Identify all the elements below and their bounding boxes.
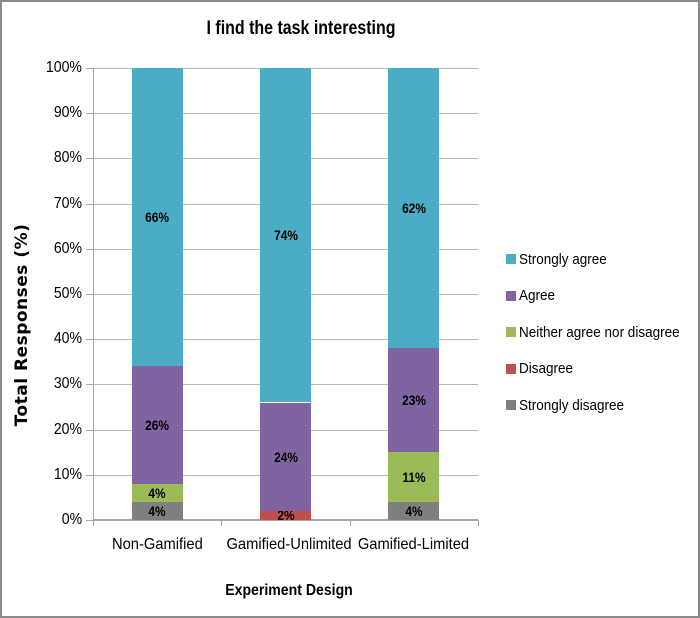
x-tick-mark	[221, 520, 223, 526]
bar-segment	[388, 348, 440, 453]
bar-segment-label: 2%	[276, 507, 295, 524]
legend-swatch-icon	[506, 290, 516, 301]
bar-segment	[131, 501, 183, 520]
chart-title: I find the task interesting	[189, 18, 414, 40]
legend-entry: Strongly disagree	[506, 396, 636, 414]
y-tick-mark	[86, 429, 93, 431]
legend-swatch-icon	[506, 254, 516, 264]
bar-segment	[131, 483, 183, 502]
y-tick-label-text: 20%	[53, 420, 82, 438]
y-tick-label-text: 30%	[53, 375, 82, 393]
y-tick-label: 90%	[30, 105, 82, 121]
y-tick-mark	[86, 203, 93, 205]
legend-swatch-icon	[506, 400, 516, 410]
bar-segment-label: 74%	[273, 227, 298, 244]
bar-segment-label: 4%	[405, 502, 423, 519]
x-category-label: Gamified-Unlimited	[221, 536, 352, 553]
x-tick-mark	[478, 520, 479, 526]
x-category-label-text: Gamified-Limited	[358, 536, 470, 553]
bar-segment-label: 4%	[148, 502, 166, 519]
y-tick-label: 80%	[30, 150, 82, 166]
y-tick-label: 50%	[30, 286, 82, 302]
y-tick-label: 20%	[30, 420, 82, 438]
y-tick-mark	[86, 339, 93, 341]
legend-label: Strongly agree	[519, 250, 607, 268]
y-tick-label: 30%	[30, 376, 82, 392]
bar-segment	[388, 452, 440, 502]
x-tick-mark	[349, 520, 351, 526]
y-tick-label-text: 60%	[53, 239, 82, 257]
chart-title-text: I find the task interesting	[206, 18, 396, 39]
y-tick-label-text: 40%	[53, 330, 82, 348]
bar-segment-label: 11%	[402, 469, 426, 486]
y-tick-mark	[86, 158, 93, 160]
bar-segment-label: 24%	[273, 448, 298, 465]
bar-segment	[388, 501, 440, 520]
x-category-label-text: Gamified-Unlimited	[226, 536, 352, 553]
bar-segment	[131, 68, 183, 367]
y-tick-label-text: 70%	[53, 194, 82, 212]
y-tick-mark	[86, 294, 93, 295]
bar-segment-label: 4%	[148, 484, 166, 501]
y-tick-label-text: 50%	[53, 285, 82, 302]
y-tick-mark	[86, 113, 93, 115]
x-tick-mark	[93, 520, 94, 526]
legend-entry: Agree	[506, 287, 559, 305]
y-tick-label: 40%	[30, 331, 82, 347]
y-tick-mark	[86, 520, 93, 521]
y-axis-line	[93, 68, 94, 520]
bar-segment	[259, 510, 312, 520]
y-tick-label: 0%	[30, 512, 82, 528]
legend-label: Agree	[519, 287, 556, 304]
bar-segment-label: 62%	[401, 200, 426, 217]
y-tick-mark	[86, 384, 93, 386]
bar-segment-label: 26%	[145, 417, 170, 434]
x-axis-title-text: Experiment Design	[225, 582, 353, 599]
legend-label: Strongly disagree	[519, 396, 625, 414]
y-tick-label: 10%	[30, 465, 82, 483]
legend-swatch-icon	[506, 363, 516, 374]
bar-segment	[259, 402, 312, 511]
y-tick-mark	[86, 474, 93, 476]
legend-label: Disagree	[519, 360, 574, 377]
bar-segment	[259, 68, 312, 403]
y-tick-label-text: 80%	[53, 149, 82, 167]
y-tick-label-text: 10%	[53, 465, 82, 483]
x-axis-title: Experiment Design	[217, 582, 362, 600]
y-tick-label-text: 0%	[61, 511, 82, 528]
legend-swatch-icon	[506, 327, 516, 337]
x-axis-line	[93, 519, 478, 521]
bar-segment-label: 23%	[401, 392, 426, 409]
y-tick-label-text: 90%	[53, 104, 82, 122]
x-category-label: Gamified-Limited	[350, 537, 478, 553]
legend-label: Neither agree nor disagree	[519, 323, 680, 341]
y-tick-mark	[86, 248, 93, 250]
y-tick-label: 60%	[30, 239, 82, 257]
legend-entry: Strongly agree	[506, 250, 617, 268]
bar-segment	[131, 366, 183, 484]
y-tick-label: 70%	[30, 194, 82, 212]
x-category-label-text: Non-Gamified	[111, 536, 203, 553]
y-tick-label: 100%	[30, 60, 82, 76]
y-axis-title: Total Responses (%)	[12, 223, 32, 427]
y-tick-label-text: 100%	[45, 59, 82, 76]
bar-segment	[388, 68, 440, 349]
x-category-label: Non-Gamified	[93, 537, 221, 553]
legend-entry: Disagree	[506, 360, 579, 378]
legend-entry: Neither agree nor disagree	[506, 323, 697, 341]
y-tick-mark	[86, 68, 93, 69]
plot-area: 0% 10% 20% 30% 40% 50% 60% 70% 80% 90% 100% 4% 4% 26%…	[46, 60, 479, 553]
bar-segment-label: 66%	[145, 209, 170, 226]
